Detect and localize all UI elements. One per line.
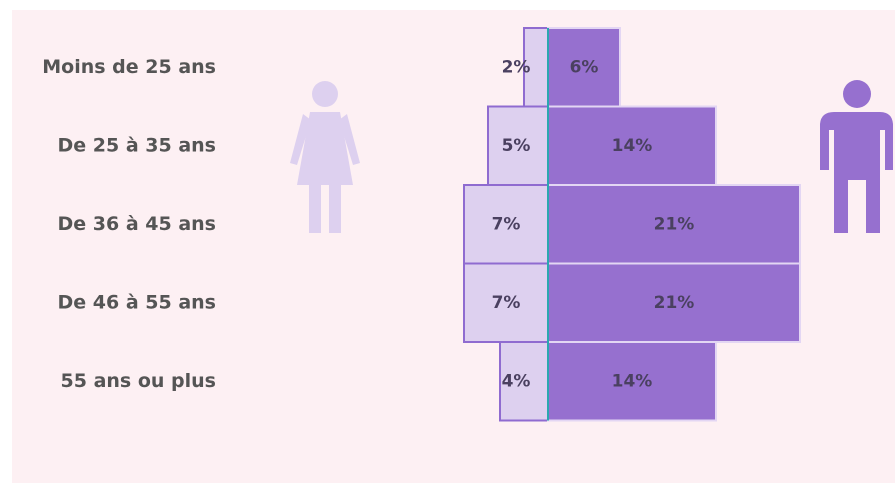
category-label: 55 ans ou plus [61, 370, 216, 392]
male-bar [547, 341, 717, 422]
category-label: De 25 à 35 ans [58, 134, 216, 156]
female-bar [523, 27, 549, 108]
value-label: 2% [502, 57, 531, 77]
value-label: 5% [502, 136, 531, 156]
value-label: 14% [612, 136, 653, 156]
value-label: 6% [570, 57, 599, 77]
value-label: 7% [492, 293, 521, 313]
value-label: 4% [502, 371, 531, 391]
category-label: Moins de 25 ans [42, 56, 216, 78]
male-bar [547, 27, 621, 108]
male-bar [547, 262, 801, 343]
female-icon [290, 81, 360, 233]
category-label: De 46 à 55 ans [58, 291, 216, 313]
value-label: 21% [654, 214, 695, 234]
value-label: 21% [654, 293, 695, 313]
value-label: 14% [612, 371, 653, 391]
female-bar [487, 105, 549, 186]
male-icon [820, 80, 893, 233]
male-bar [547, 105, 717, 186]
value-label: 7% [492, 214, 521, 234]
category-label: De 36 à 45 ans [58, 213, 216, 235]
female-bar [499, 341, 549, 422]
